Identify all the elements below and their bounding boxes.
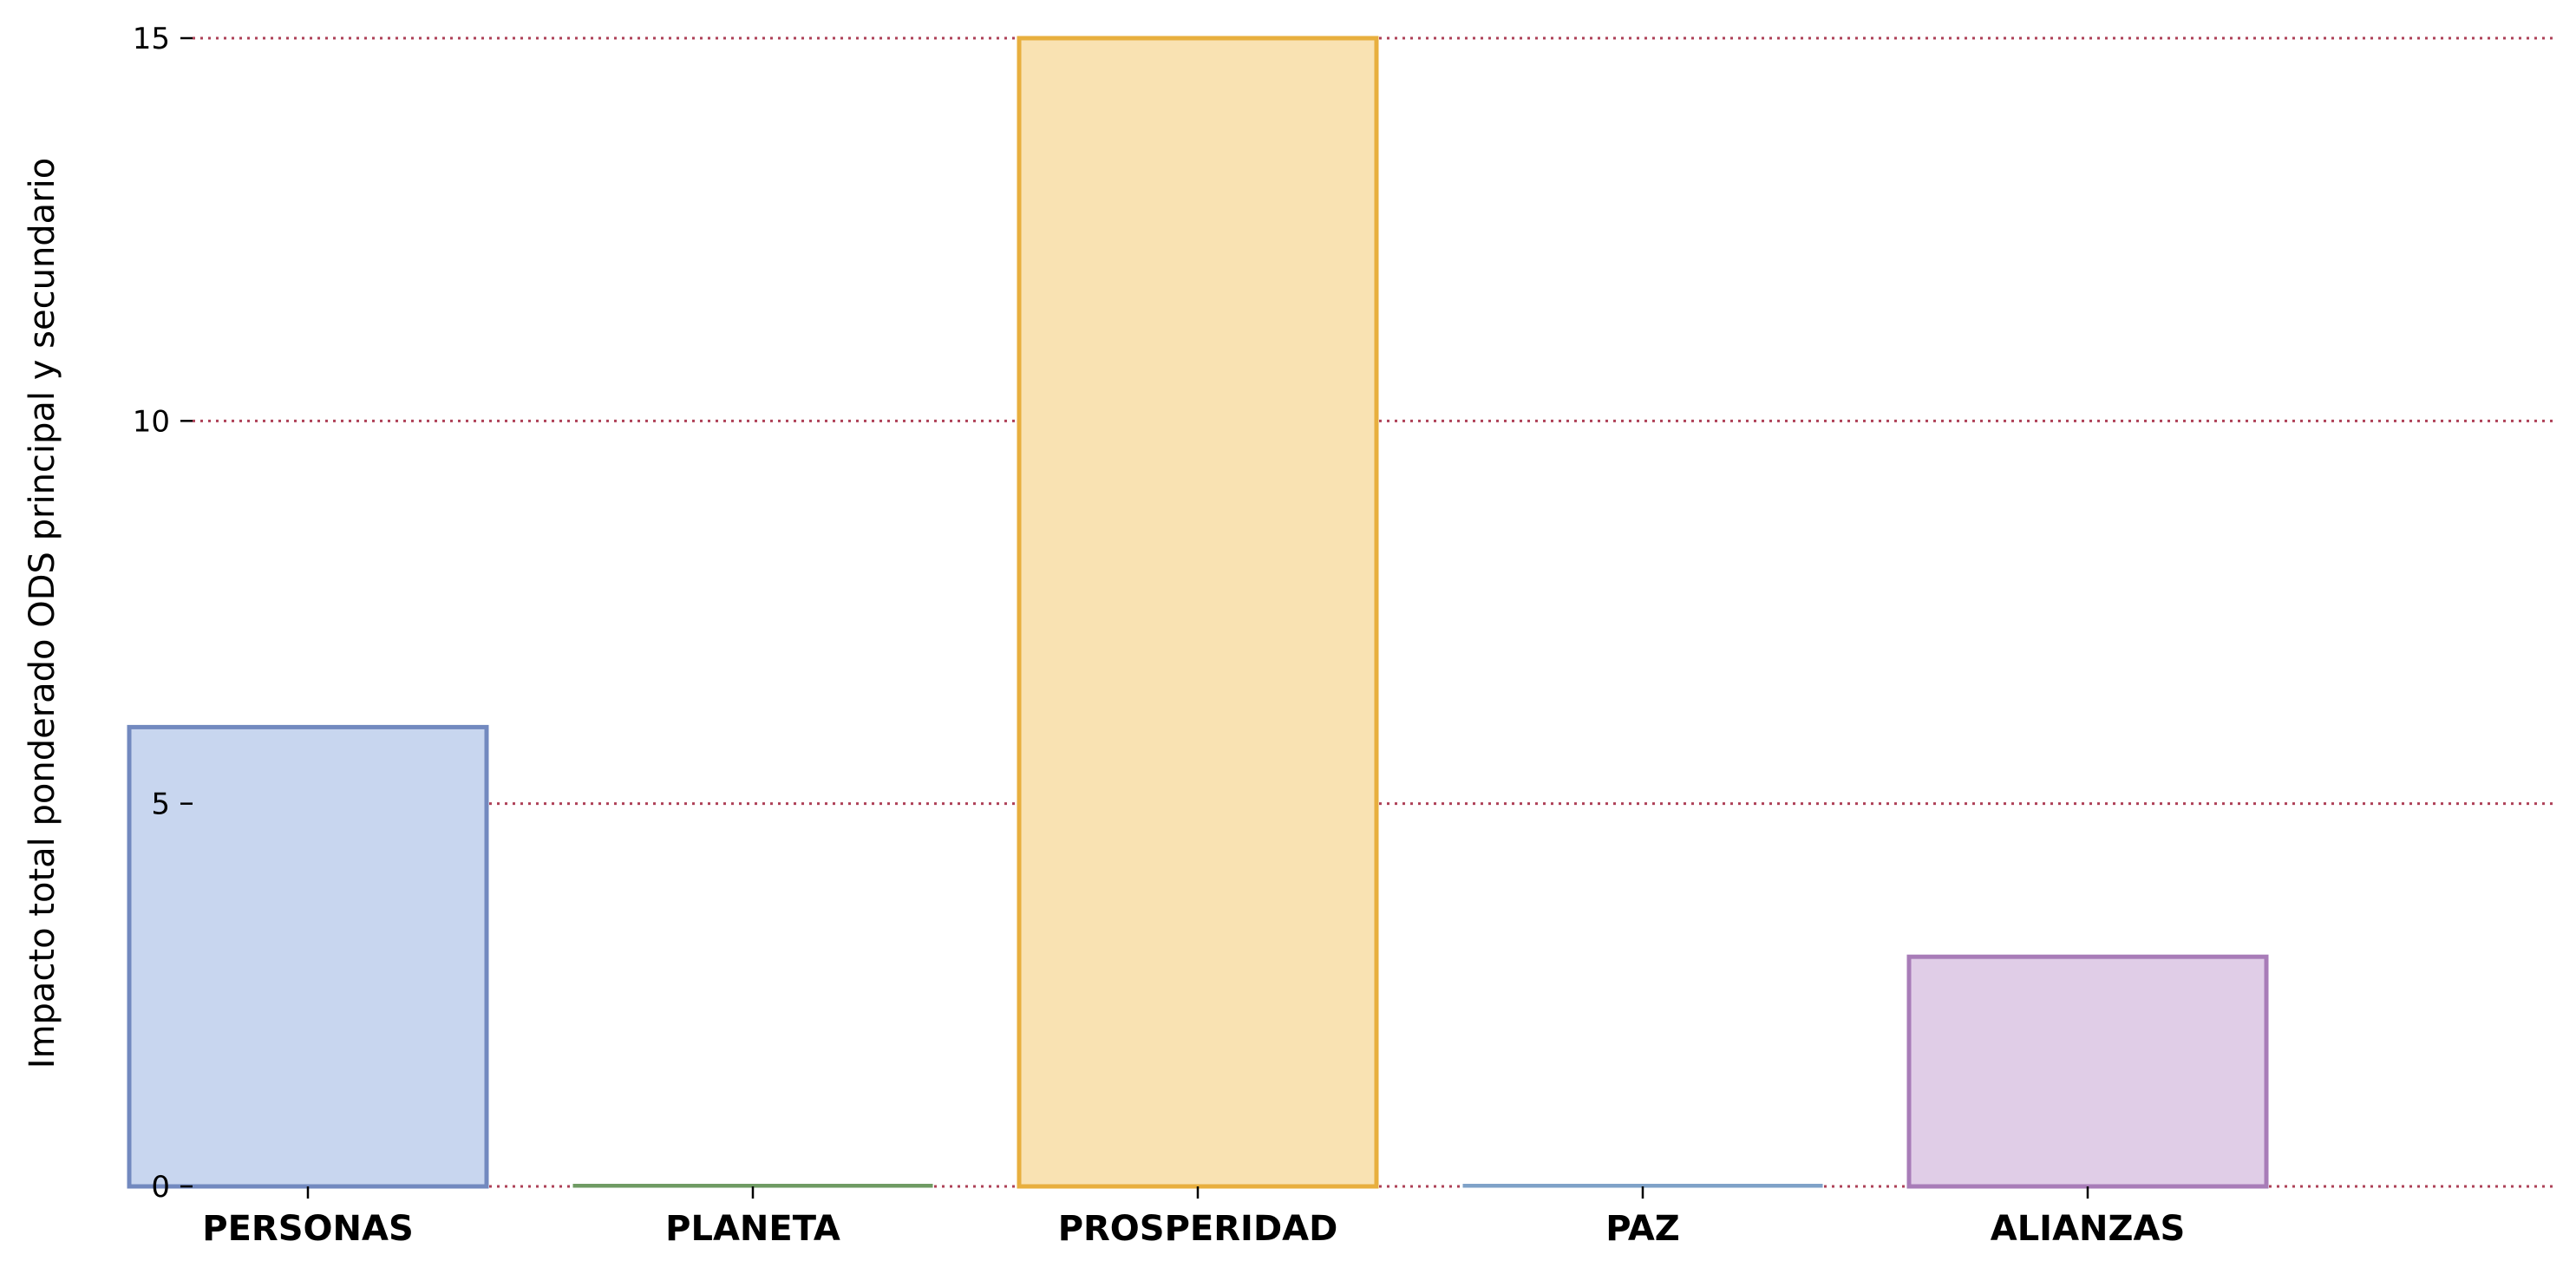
x-tick-label: PERSONAS <box>202 1209 414 1249</box>
bar-planeta <box>572 1184 933 1188</box>
bar-alianzas <box>1906 954 2269 1189</box>
y-tick-label: 0 <box>151 1170 170 1205</box>
x-axis: PERSONAS PLANETA PROSPERIDAD PAZ ALIANZAS <box>202 1186 2185 1249</box>
y-axis-title: Impacto total ponderado ODS principal y … <box>23 158 62 1068</box>
bars <box>127 36 2269 1189</box>
x-tick-label: ALIANZAS <box>1991 1209 2186 1249</box>
x-tick-label: PAZ <box>1605 1209 1680 1249</box>
y-axis: 0 5 10 15 <box>133 22 193 1205</box>
x-tick-label: PLANETA <box>665 1209 840 1249</box>
bar-personas <box>127 724 489 1189</box>
y-tick-label: 15 <box>133 22 170 56</box>
bar-prosperidad <box>1017 36 1379 1189</box>
x-tick-label: PROSPERIDAD <box>1058 1209 1338 1249</box>
y-tick-label: 10 <box>133 404 170 439</box>
bar-paz <box>1462 1184 1823 1188</box>
y-tick-label: 5 <box>151 787 170 822</box>
